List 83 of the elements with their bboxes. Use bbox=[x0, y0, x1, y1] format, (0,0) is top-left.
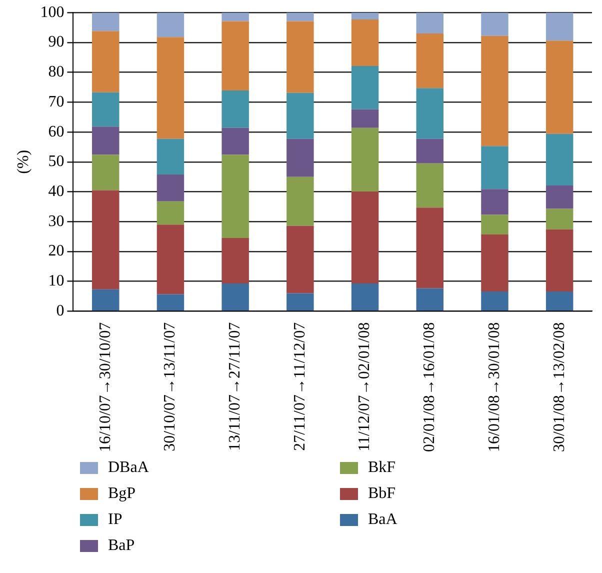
legend-label: BbF bbox=[368, 485, 396, 503]
bar bbox=[546, 134, 574, 186]
legend-label: BaA bbox=[368, 511, 398, 529]
x-tick-label: 11/12/07→02/01/08 bbox=[356, 322, 374, 452]
y-tick-label: 60 bbox=[48, 123, 64, 140]
bar bbox=[416, 208, 444, 288]
y-tick-label: 30 bbox=[48, 212, 64, 230]
bar bbox=[286, 21, 314, 93]
y-axis-title: (%) bbox=[14, 150, 32, 174]
bar bbox=[546, 186, 574, 209]
bar bbox=[416, 163, 444, 208]
y-tick-label: 80 bbox=[48, 64, 64, 81]
y-tick-label: 70 bbox=[48, 93, 64, 110]
y-tick-label: 0 bbox=[56, 302, 64, 320]
legend-label: DBaA bbox=[108, 459, 149, 477]
bar bbox=[286, 92, 314, 139]
bar bbox=[546, 40, 574, 134]
bar bbox=[481, 234, 508, 292]
bar bbox=[286, 226, 314, 294]
bar bbox=[416, 88, 444, 139]
bar bbox=[351, 109, 379, 128]
bar bbox=[222, 154, 249, 238]
legend-label: BgP bbox=[108, 485, 136, 503]
bar bbox=[92, 12, 120, 32]
bar bbox=[546, 229, 574, 292]
x-tick-label: 02/01/08→16/01/08 bbox=[421, 322, 438, 452]
bar bbox=[156, 294, 184, 311]
bar bbox=[416, 138, 444, 164]
y-tick-label: 10 bbox=[48, 272, 64, 290]
bar bbox=[156, 12, 184, 38]
legend-label: BkF bbox=[368, 459, 396, 477]
x-tick-label: 16/01/08→30/01/08 bbox=[486, 322, 503, 452]
bar bbox=[351, 19, 379, 66]
bar bbox=[481, 12, 508, 36]
bar bbox=[286, 293, 314, 311]
bar bbox=[92, 289, 120, 311]
bar bbox=[222, 12, 249, 22]
bar bbox=[481, 292, 508, 311]
bar bbox=[286, 12, 314, 22]
bar bbox=[351, 66, 379, 110]
y-tick-label: 20 bbox=[48, 242, 64, 260]
bar bbox=[156, 224, 184, 294]
legend-label: BaP bbox=[108, 537, 135, 555]
bar bbox=[286, 138, 314, 177]
bar bbox=[351, 283, 379, 311]
x-tick-label: 30/01/08→13/02/08 bbox=[550, 322, 568, 452]
y-tick-label: 90 bbox=[48, 34, 64, 51]
y-tick-label: 40 bbox=[48, 182, 64, 200]
bar bbox=[351, 128, 379, 192]
bar bbox=[416, 12, 444, 34]
bar bbox=[481, 36, 508, 146]
bar bbox=[156, 174, 184, 202]
bar bbox=[92, 31, 120, 92]
bar bbox=[546, 292, 574, 311]
bar bbox=[156, 138, 184, 174]
bar bbox=[481, 146, 508, 190]
bar bbox=[222, 21, 249, 91]
x-tick-label: 16/10/07→30/10/07 bbox=[96, 322, 114, 452]
legend-label: IP bbox=[108, 511, 122, 529]
bar bbox=[222, 128, 249, 155]
bar bbox=[416, 288, 444, 311]
bar bbox=[222, 90, 249, 128]
bar bbox=[92, 126, 120, 155]
x-tick-label: 27/11/07→11/12/07 bbox=[291, 322, 308, 451]
bar bbox=[546, 208, 574, 230]
bar bbox=[222, 238, 249, 284]
bar bbox=[416, 34, 444, 88]
bar bbox=[222, 283, 249, 311]
y-tick-label: 50 bbox=[48, 153, 64, 170]
bar bbox=[351, 191, 379, 284]
bar bbox=[92, 92, 120, 127]
y-tick-label: 100 bbox=[40, 4, 64, 21]
bar bbox=[481, 214, 508, 234]
bar bbox=[92, 154, 120, 190]
x-tick-label: 13/11/07→27/11/07 bbox=[226, 322, 244, 451]
bar bbox=[156, 201, 184, 225]
bar bbox=[156, 37, 184, 139]
x-tick-label: 30/10/07→13/11/07 bbox=[162, 322, 179, 452]
bar bbox=[546, 12, 574, 41]
bar bbox=[92, 190, 120, 290]
bar bbox=[351, 12, 379, 20]
bar bbox=[481, 189, 508, 215]
bar bbox=[286, 176, 314, 226]
